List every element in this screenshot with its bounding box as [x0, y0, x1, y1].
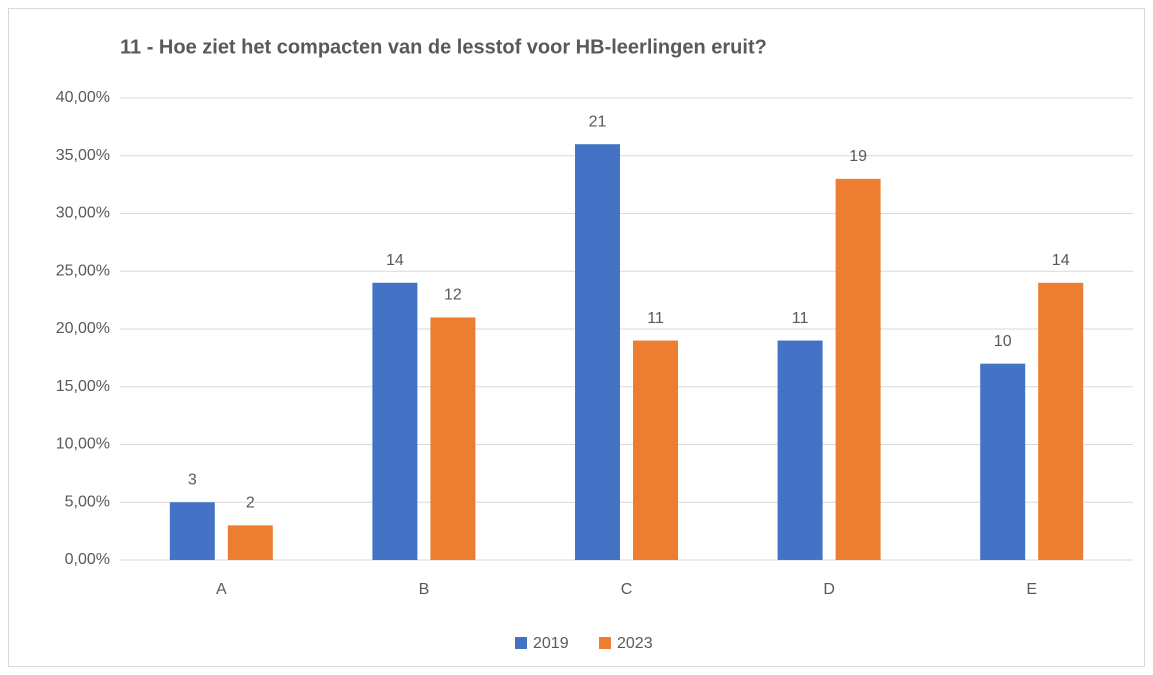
bar [633, 340, 678, 560]
data-label: 12 [444, 287, 462, 304]
y-tick-label: 20,00% [56, 320, 110, 337]
data-label: 21 [589, 113, 607, 130]
bar [227, 525, 273, 560]
data-label: 3 [188, 471, 197, 488]
x-tick-label: C [621, 581, 633, 598]
bar [777, 340, 823, 560]
x-tick-label: A [216, 581, 227, 598]
y-tick-label: 25,00% [56, 262, 110, 279]
y-tick-label: 5,00% [65, 493, 110, 510]
bar [980, 363, 1026, 560]
data-label: 19 [849, 148, 867, 165]
data-label: 14 [1052, 252, 1070, 269]
y-tick-label: 35,00% [56, 147, 110, 164]
y-tick-label: 10,00% [56, 436, 110, 453]
data-label: 10 [994, 333, 1012, 350]
x-tick-label: E [1026, 581, 1037, 598]
legend-swatch [515, 637, 527, 649]
legend-label: 2019 [533, 635, 569, 652]
y-tick-label: 40,00% [56, 89, 110, 106]
chart-title: 11 - Hoe ziet het compacten van de lesst… [120, 36, 767, 58]
x-tick-label: B [419, 581, 430, 598]
legend-swatch [599, 637, 611, 649]
bar [575, 144, 620, 560]
data-label: 2 [246, 495, 255, 512]
data-label: 14 [386, 252, 404, 269]
data-label: 11 [792, 310, 809, 327]
y-tick-label: 30,00% [56, 205, 110, 222]
data-label: 11 [647, 310, 664, 327]
bar [430, 317, 476, 560]
y-tick-label: 0,00% [65, 551, 110, 568]
legend-label: 2023 [617, 635, 653, 652]
bar [169, 502, 215, 560]
bar [1038, 282, 1084, 560]
bar [835, 178, 881, 560]
bar [372, 282, 418, 560]
x-tick-label: D [823, 581, 835, 598]
y-tick-label: 15,00% [56, 378, 110, 395]
